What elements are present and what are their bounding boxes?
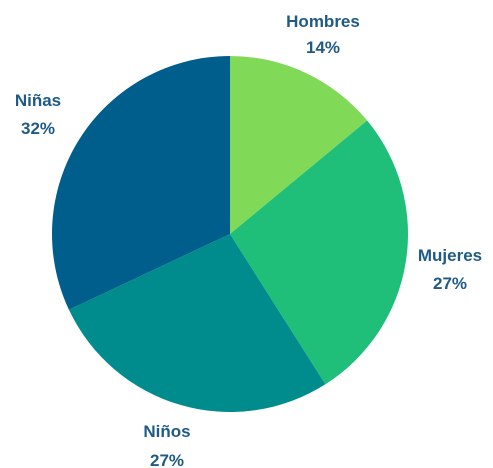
pie-slice-mujeres	[230, 120, 408, 385]
pie-slice-ninas	[51, 56, 230, 310]
pie-slice-hombres	[230, 56, 368, 234]
slice-value-ninos: 27%	[150, 451, 184, 468]
slice-value-ninas: 32%	[21, 119, 55, 138]
slice-value-hombres: 14%	[306, 38, 340, 57]
slice-label-ninas: Niñas	[15, 91, 61, 110]
slice-value-mujeres: 27%	[433, 274, 467, 293]
labels-layer: Hombres 14% Mujeres 27% Niños 27% Niñas 32%	[15, 12, 482, 468]
slice-label-ninos: Niños	[143, 422, 190, 441]
slices-layer	[51, 56, 408, 413]
slice-label-hombres: Hombres	[286, 12, 360, 31]
pie-slice-ninos	[68, 234, 326, 413]
slice-label-mujeres: Mujeres	[418, 246, 482, 265]
